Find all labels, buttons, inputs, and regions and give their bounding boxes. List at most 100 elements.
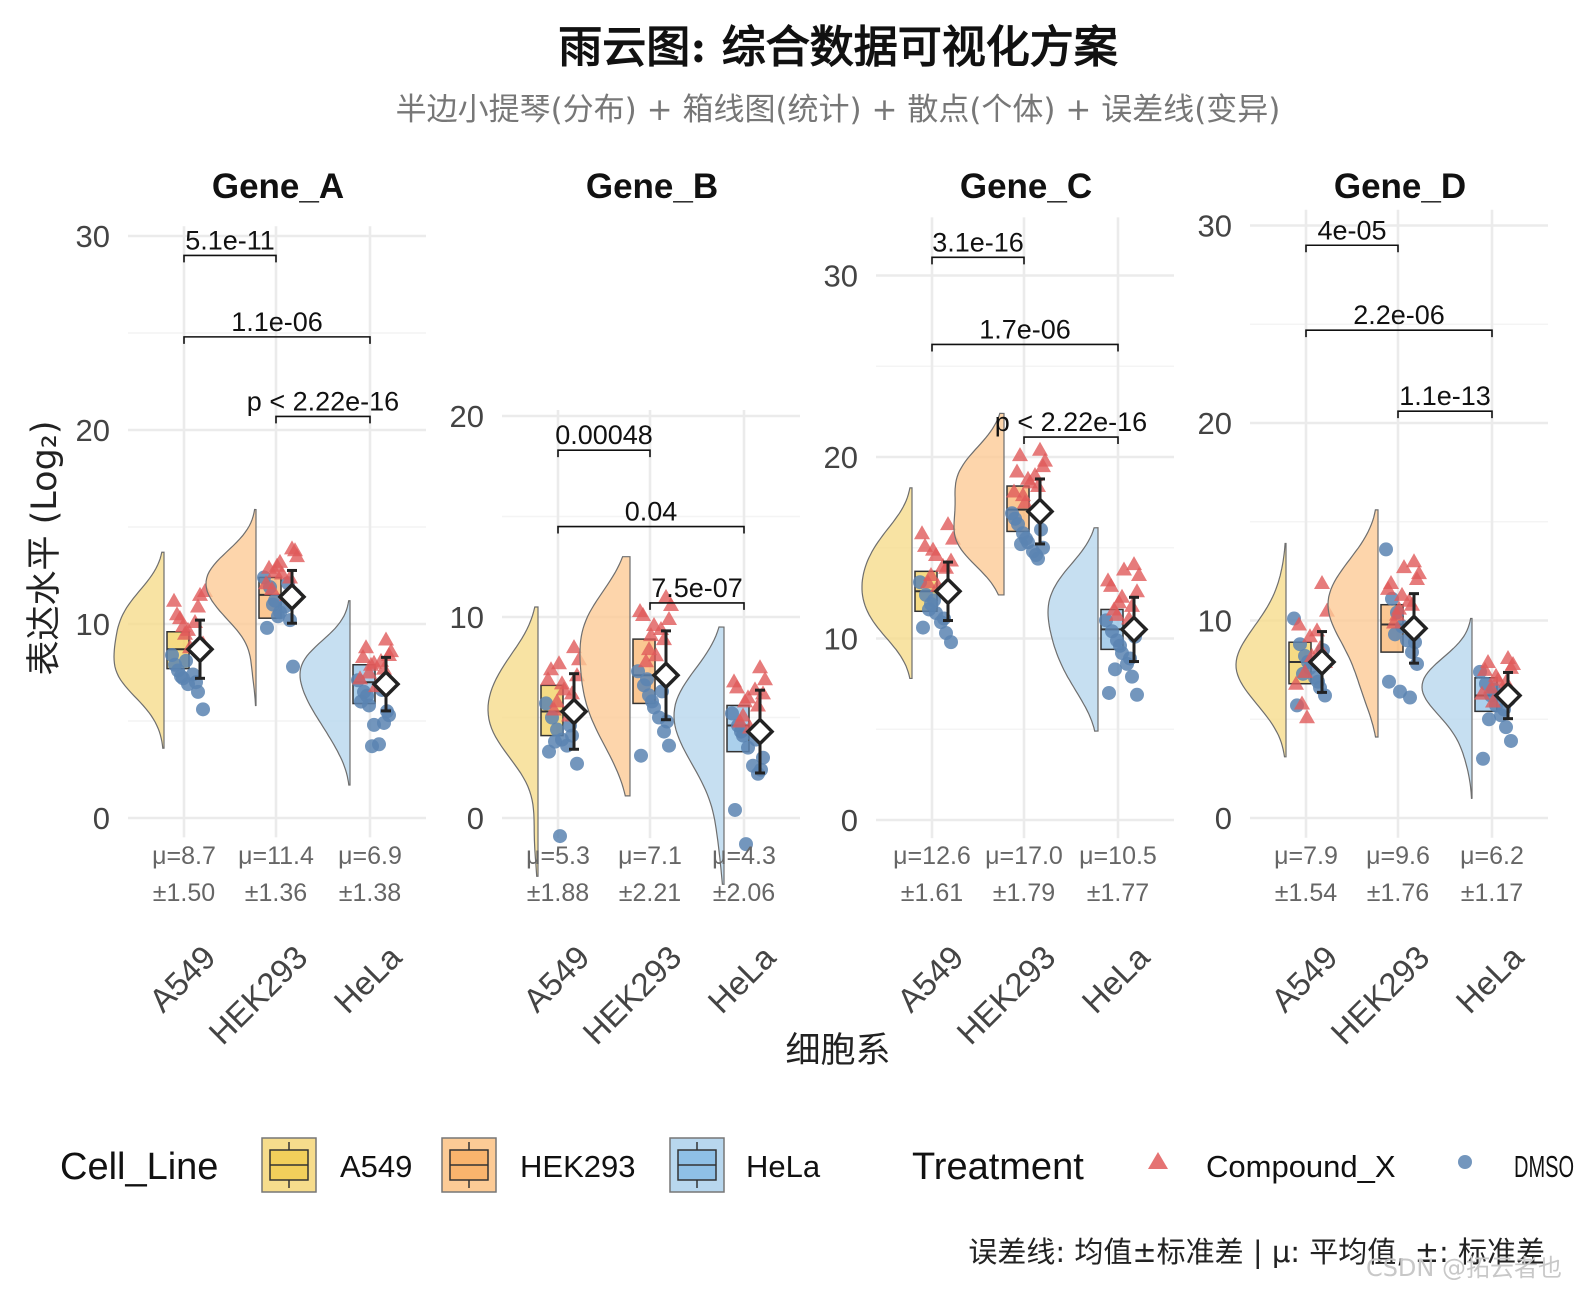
half-violin (1235, 542, 1287, 758)
group-A549: μ=8.7 ±1.50 A549 (113, 551, 222, 1019)
group-HEK293: μ=11.4 ±1.36 HEK293 (201, 508, 314, 1051)
sd-label: ±1.38 (339, 879, 401, 907)
facet-title: Gene_C (960, 167, 1092, 206)
compound-x-point (378, 631, 394, 646)
dmso-point (640, 672, 654, 687)
y-tick-label: 0 (1215, 801, 1232, 836)
watermark: CSDN @拓云者也 (1366, 1254, 1562, 1282)
significance-bracket (931, 256, 1025, 265)
dmso-point (174, 669, 188, 684)
compound-x-point (737, 693, 753, 708)
group-HEK293: μ=17.0 ±1.79 HEK293 (949, 412, 1063, 1051)
significance-bracket (183, 336, 371, 344)
compound-x-point (726, 673, 742, 688)
dmso-point (179, 653, 193, 668)
compound-x-point (177, 625, 193, 640)
mean-label: μ=12.6 (893, 842, 971, 870)
compound-x-point (287, 542, 303, 557)
y-tick-label: 30 (824, 259, 858, 294)
mean-marker (1119, 614, 1149, 644)
compound-x-point (757, 671, 773, 686)
dmso-point (286, 659, 300, 674)
y-tick-label: 30 (76, 219, 110, 254)
compound-x-point (1299, 709, 1315, 724)
compound-x-point (1035, 458, 1051, 473)
compound-x-point (540, 671, 556, 686)
significance-bracket (275, 415, 371, 424)
dmso-point (756, 750, 770, 765)
compound-x-point (1106, 601, 1122, 616)
dmso-point (1008, 511, 1022, 526)
p-value-label: 2.2e-06 (1353, 300, 1445, 330)
y-tick-label: 30 (1198, 209, 1232, 244)
mean-label: μ=7.1 (618, 842, 682, 870)
compound-x-point (1314, 574, 1330, 589)
mean-label: μ=6.9 (338, 842, 402, 870)
compound-x-point (752, 659, 768, 674)
compound-x-point (920, 574, 936, 589)
legend-label-HeLa: HeLa (746, 1149, 821, 1184)
compound-x-point (1017, 494, 1033, 509)
dmso-point (1382, 674, 1396, 689)
dmso-point (1504, 733, 1518, 748)
compound-x-point (1480, 653, 1496, 668)
legend-label-A549: A549 (340, 1149, 412, 1184)
y-tick-label: 10 (76, 607, 110, 642)
chart-caption: 误差线: 均值±标准差 | μ: 平均值, ±: 标准差 (968, 1235, 1545, 1269)
x-tick-label: A549 (890, 938, 971, 1019)
panel-Gene_B: 0 10 20 Gene_B μ=5.3 ±1.88 A549 μ=7.1 ±2.21 HEK29… (450, 167, 800, 1051)
half-violin (861, 487, 913, 680)
compound-x-point (355, 648, 371, 663)
compound-x-point (1380, 580, 1396, 595)
compound-x-point (914, 525, 930, 540)
compound-x-point (564, 685, 580, 700)
half-violin (579, 556, 631, 797)
y-tick-label: 20 (1198, 406, 1232, 441)
compound-x-point (274, 565, 290, 580)
compound-x-point (1116, 561, 1132, 576)
dmso-point (739, 837, 753, 852)
x-tick-label: A549 (516, 938, 597, 1019)
compound-x-point (1291, 616, 1307, 631)
group-A549: μ=12.6 ±1.61 A549 (861, 487, 971, 1019)
compound-x-point (656, 631, 672, 646)
mean-marker (371, 669, 401, 699)
y-tick-label: 20 (824, 440, 858, 475)
dmso-point (266, 597, 280, 612)
dmso-point (1099, 613, 1113, 628)
x-tick-label: HeLa (1449, 938, 1531, 1020)
significance-bracket (1397, 410, 1493, 419)
dmso-point (283, 613, 297, 628)
compound-x-point (166, 592, 182, 607)
dmso-point (660, 714, 674, 729)
dmso-point (916, 620, 930, 635)
p-value-label: 1.1e-06 (231, 307, 323, 337)
p-value-label: 4e-05 (1317, 215, 1386, 245)
group-HeLa: μ=6.2 ±1.17 HeLa (1421, 617, 1531, 1020)
legend-label-dmso: DMSO (1514, 1149, 1574, 1184)
dmso-point (728, 802, 742, 817)
x-tick-label: HEK293 (575, 938, 688, 1051)
dmso-point (548, 734, 562, 749)
dmso-point (1113, 638, 1127, 653)
dmso-point (734, 724, 748, 739)
compound-x-point (172, 610, 188, 625)
compound-x-point (566, 639, 582, 654)
significance-bracket (1305, 329, 1493, 338)
dmso-point (944, 635, 958, 650)
group-A549: μ=7.9 ±1.54 A549 (1235, 542, 1344, 1019)
half-violin (1327, 509, 1379, 738)
dmso-point (542, 744, 556, 759)
compound-x-point (1485, 693, 1501, 708)
dmso-point (634, 748, 648, 763)
compound-x-point (643, 627, 659, 642)
mean-marker (1307, 647, 1337, 677)
y-tick-label: 10 (1198, 604, 1232, 639)
x-tick-label: HeLa (327, 938, 409, 1020)
compound-x-point (358, 639, 374, 654)
compound-x-point (1297, 663, 1313, 678)
dmso-point (631, 664, 645, 679)
legend-label-compound-x: Compound_X (1206, 1149, 1396, 1184)
dmso-point (1482, 712, 1496, 727)
dmso-point (365, 739, 379, 754)
